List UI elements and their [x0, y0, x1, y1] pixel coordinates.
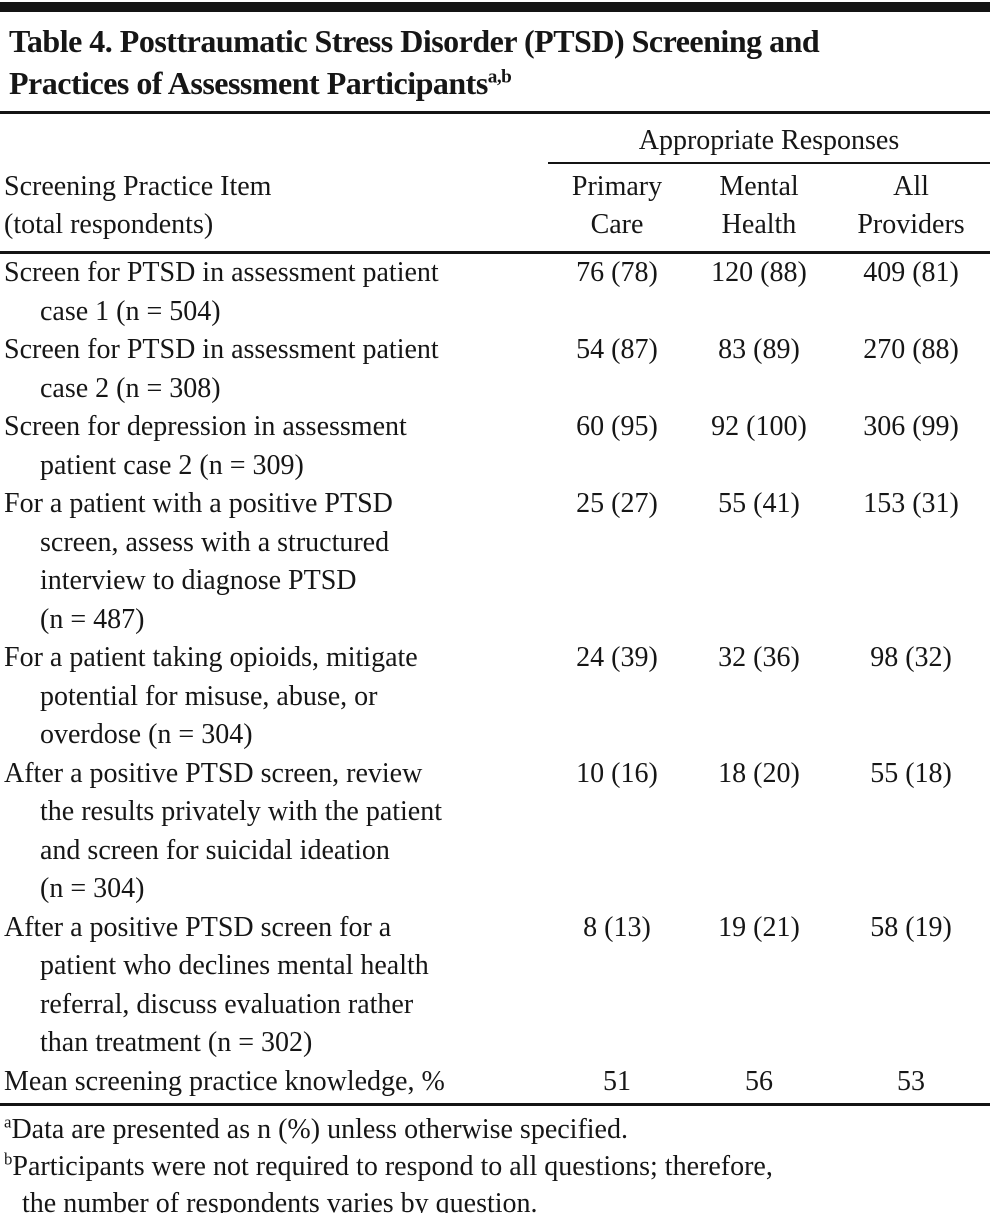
footnote-b-marker: b [4, 1149, 13, 1169]
row-label-cell: For a patient taking opioids, mitigate p… [0, 639, 548, 755]
row-label: For a patient taking opioids, mitigate p… [4, 642, 418, 750]
table-title-footnote-marker: a,b [487, 66, 512, 88]
table-row: Screen for PTSD in assessment patient ca… [0, 331, 990, 408]
table-header: Appropriate Responses Screening Practice… [0, 114, 990, 254]
row-label-cell: For a patient with a positive PTSD scree… [0, 485, 548, 639]
footnotes: aData are presented as n (%) unless othe… [0, 1103, 990, 1213]
primary-care-value: 76 (78) [576, 257, 658, 288]
footnote-b: bParticipants were not required to respo… [4, 1148, 984, 1213]
all-providers-value: 153 (31) [863, 488, 959, 519]
primary-care-value: 51 [603, 1065, 631, 1097]
table-row: For a patient taking opioids, mitigate p… [0, 639, 990, 755]
title-rule [0, 111, 990, 114]
all-providers-value: 53 [897, 1065, 926, 1097]
row-label: After a positive PTSD screen, review the… [4, 757, 443, 905]
spanner-blank-cell [0, 114, 548, 163]
table-title-text: Table 4. Posttraumatic Stress Disorder (… [9, 23, 820, 101]
all-providers-value: 58 (19) [870, 911, 952, 943]
column-header-row: Screening Practice Item (total responden… [0, 163, 990, 254]
table-row: Screen for depression in assessment pati… [0, 408, 990, 485]
row-label-cell: Screen for PTSD in assessment patient ca… [0, 253, 548, 332]
row-label: Screen for depression in assessment pati… [4, 411, 407, 481]
all-providers-value: 98 (32) [870, 642, 952, 673]
all-providers-value: 55 (18) [870, 757, 952, 789]
table-row: For a patient with a positive PTSD scree… [0, 485, 990, 639]
footnote-a: aData are presented as n (%) unless othe… [4, 1111, 984, 1148]
data-table: Appropriate Responses Screening Practice… [0, 114, 990, 1101]
mental-health-value: 18 (20) [718, 757, 800, 789]
row-label: After a positive PTSD screen for a patie… [4, 911, 429, 1059]
all-providers-value: 270 (88) [863, 334, 959, 365]
primary-care-value: 60 (95) [576, 411, 658, 442]
row-label-cell: After a positive PTSD screen, review the… [0, 755, 548, 909]
row-label: Mean screening practice knowledge, % [4, 1065, 445, 1097]
mental-health-value: 55 (41) [718, 488, 800, 519]
primary-care-value: 24 (39) [576, 642, 658, 673]
column-header-primary-care: Primary Care [548, 163, 686, 254]
column-header-mental-health: Mental Health [686, 163, 832, 254]
row-label: Screen for PTSD in assessment patient ca… [4, 257, 439, 327]
footnote-a-text: Data are presented as n (%) unless other… [11, 1114, 628, 1145]
column-group-header: Appropriate Responses [548, 114, 990, 164]
mental-health-value: 32 (36) [718, 642, 800, 673]
table-row: Screen for PTSD in assessment patient ca… [0, 253, 990, 332]
mental-health-value: 56 [745, 1065, 773, 1097]
row-label-cell: Screen for depression in assessment pati… [0, 408, 548, 485]
spanner-row: Appropriate Responses [0, 114, 990, 164]
all-providers-value: 409 (81) [863, 257, 959, 288]
mental-health-value: 92 (100) [711, 411, 807, 442]
column-header-all-providers: All Providers [832, 163, 990, 254]
row-label: Screen for PTSD in assessment patient ca… [4, 334, 439, 404]
table-row: After a positive PTSD screen for a patie… [0, 909, 990, 1063]
mental-health-value: 83 (89) [718, 334, 800, 365]
footnote-a-marker: a [4, 1112, 12, 1132]
table-title: Table 4. Posttraumatic Stress Disorder (… [0, 20, 990, 104]
table-row: Mean screening practice knowledge, % 51 … [0, 1063, 990, 1102]
column-header-item: Screening Practice Item (total responden… [0, 163, 548, 254]
mental-health-value: 120 (88) [711, 257, 807, 288]
primary-care-value: 10 (16) [576, 757, 658, 789]
table-body: Screen for PTSD in assessment patient ca… [0, 253, 990, 1102]
footnote-b-text: Participants were not required to respon… [12, 1151, 773, 1213]
primary-care-value: 8 (13) [583, 911, 651, 943]
top-rule [0, 2, 990, 12]
primary-care-value: 54 (87) [576, 334, 658, 365]
all-providers-value: 306 (99) [863, 411, 959, 442]
row-label: For a patient with a positive PTSD scree… [4, 488, 393, 635]
primary-care-value: 25 (27) [576, 488, 658, 519]
row-label-cell: After a positive PTSD screen for a patie… [0, 909, 548, 1063]
mental-health-value: 19 (21) [718, 911, 800, 943]
table-row: After a positive PTSD screen, review the… [0, 755, 990, 909]
row-label-cell: Mean screening practice knowledge, % [0, 1063, 548, 1102]
row-label-cell: Screen for PTSD in assessment patient ca… [0, 331, 548, 408]
